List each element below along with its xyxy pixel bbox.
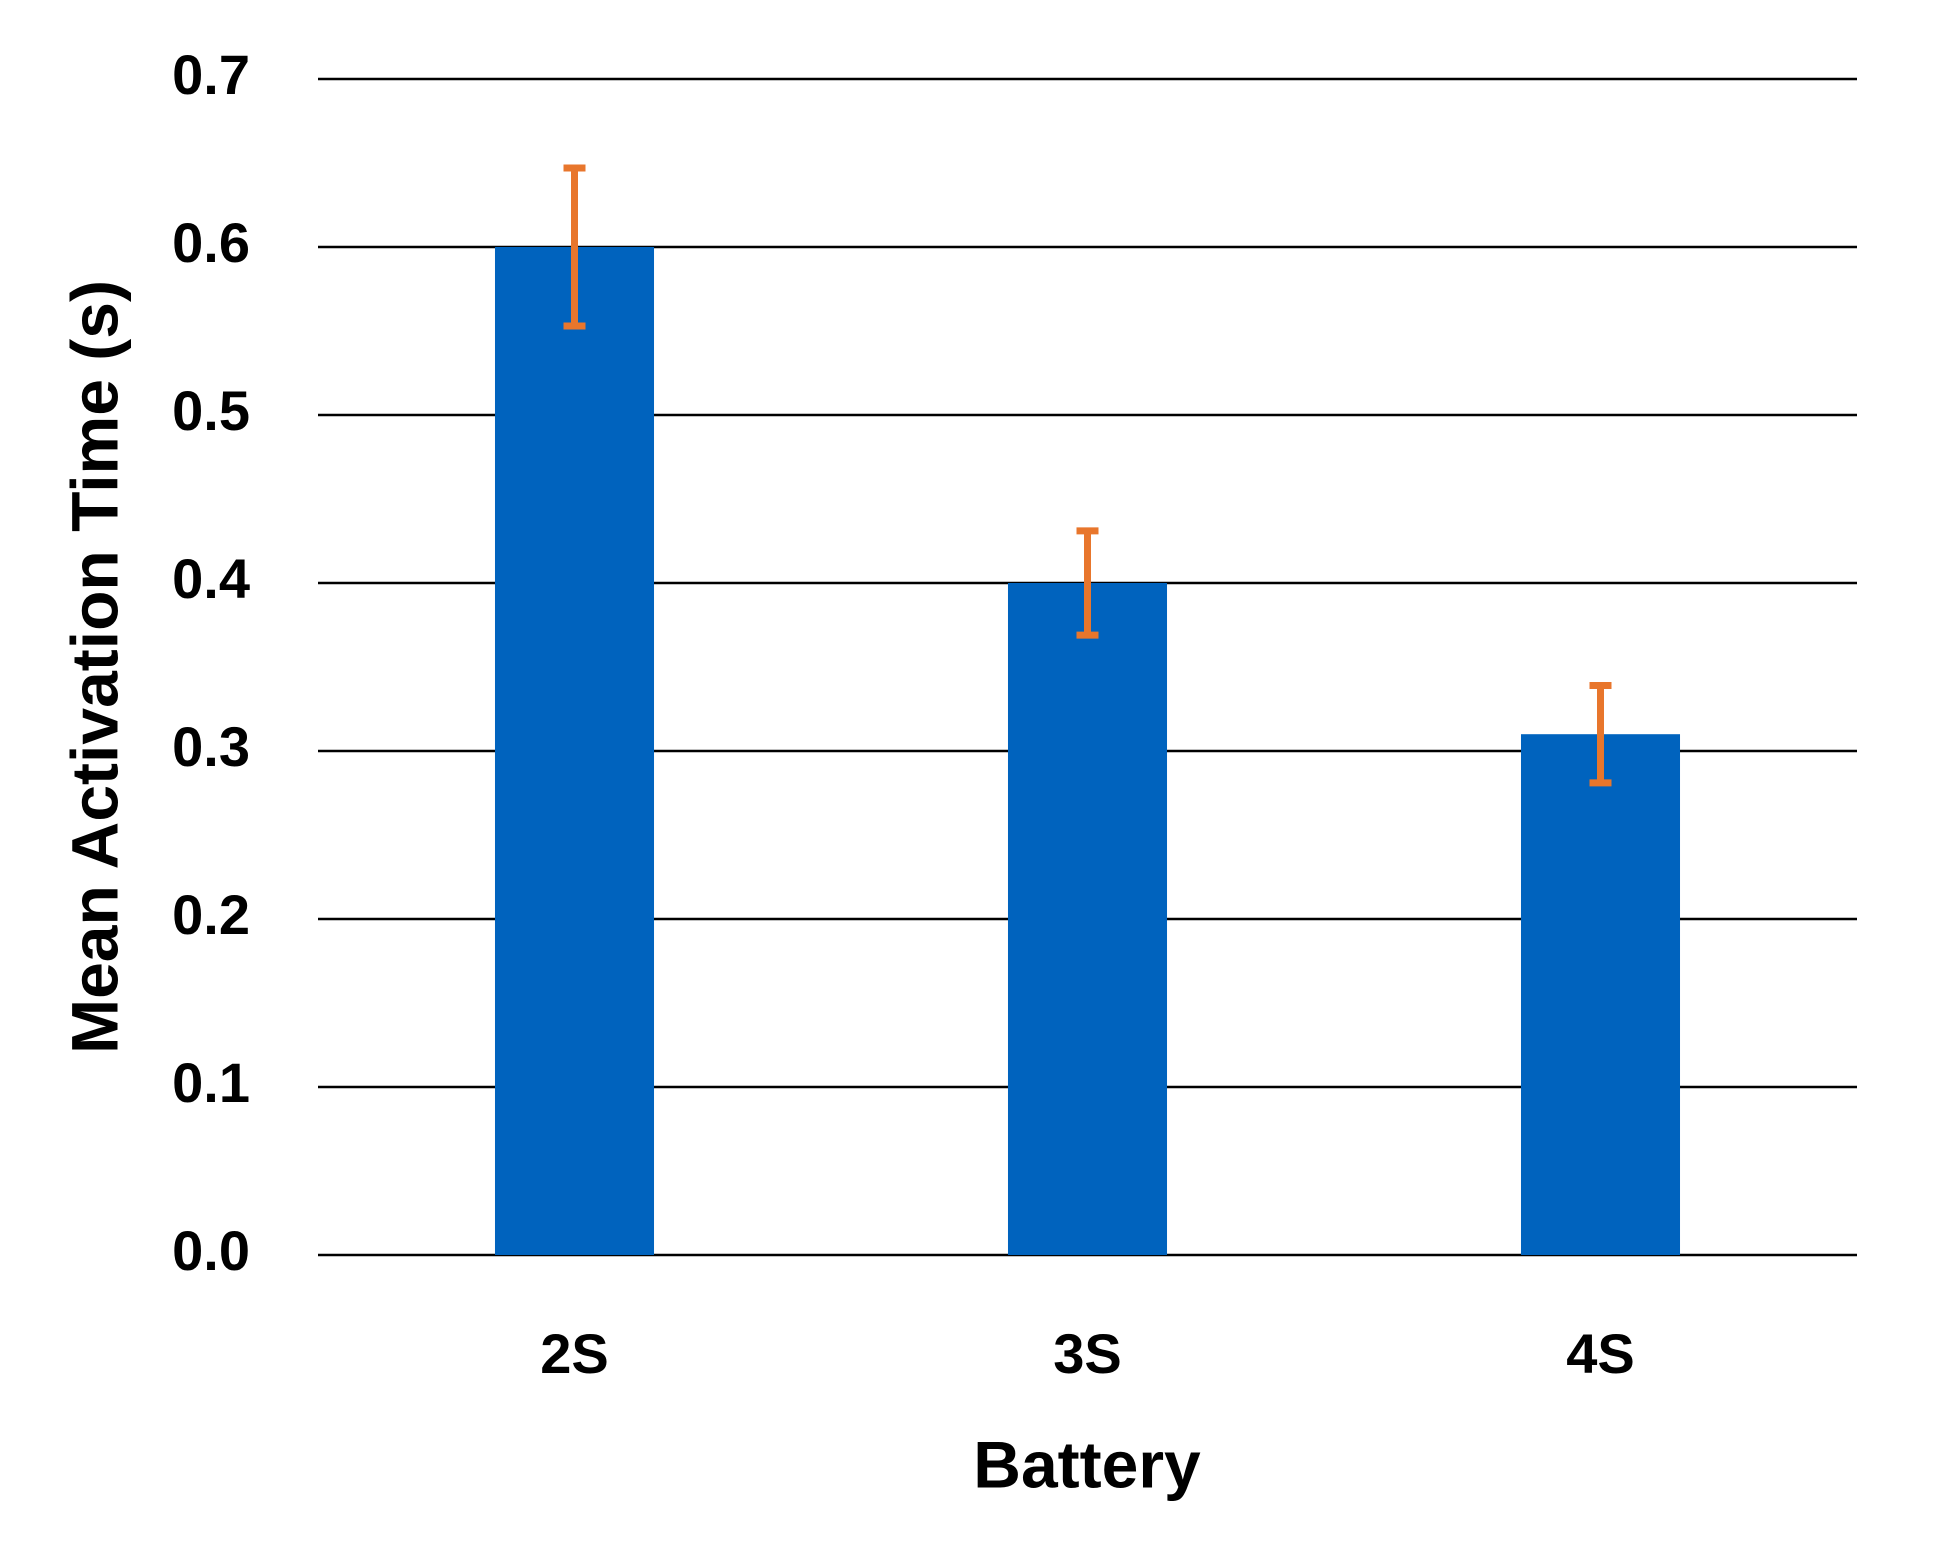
x-axis-title: Battery <box>973 1427 1201 1501</box>
bar <box>494 247 655 1255</box>
y-tick-label: 0.3 <box>172 715 250 778</box>
y-tick-label: 0.1 <box>172 1051 250 1114</box>
y-axis-title: Mean Activation Time (s) <box>57 280 131 1054</box>
x-tick-label: 3S <box>1053 1322 1122 1385</box>
error-bar <box>1589 681 1612 787</box>
x-tick-label: 4S <box>1566 1322 1635 1385</box>
error-bar <box>1076 527 1099 639</box>
y-tick-label: 0.2 <box>172 883 250 946</box>
bar <box>1007 583 1168 1255</box>
y-tick-label: 0.6 <box>172 211 250 274</box>
x-tick-label: 2S <box>540 1322 609 1385</box>
bar <box>1520 734 1681 1255</box>
y-tick-label: 0.7 <box>172 43 250 106</box>
y-tick-label: 0.4 <box>172 547 250 610</box>
y-tick-label: 0.0 <box>172 1219 250 1282</box>
y-tick-label: 0.5 <box>172 379 250 442</box>
error-bar <box>563 164 586 330</box>
